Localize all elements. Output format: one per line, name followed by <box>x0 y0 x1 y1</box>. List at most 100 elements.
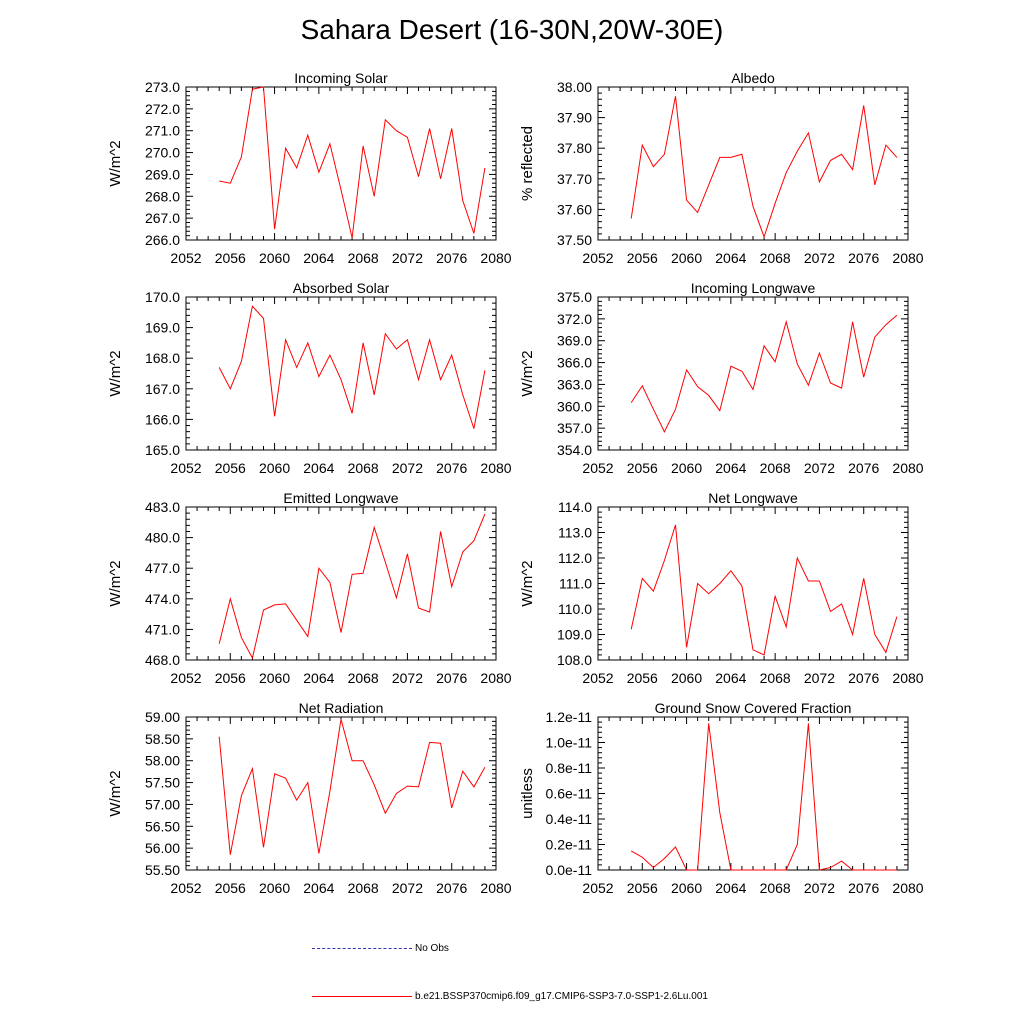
x-tick-label: 2060 <box>671 460 702 476</box>
series-line <box>218 305 486 429</box>
x-tick-label: 2068 <box>348 250 379 266</box>
y-tick-label: 37.60 <box>557 201 592 217</box>
x-tick-label: 2068 <box>348 880 379 896</box>
y-tick-label: 0.4e-11 <box>546 811 593 827</box>
y-tick-label: 468.0 <box>145 652 180 668</box>
y-tick-label: 59.00 <box>145 709 180 725</box>
y-tick-label: 169.0 <box>145 320 180 336</box>
x-tick-label: 2064 <box>303 250 334 266</box>
y-tick-label: 37.80 <box>557 140 592 156</box>
y-tick-label: 272.0 <box>145 101 180 117</box>
x-tick-label: 2052 <box>170 670 201 686</box>
x-tick-label: 2052 <box>170 250 201 266</box>
y-tick-label: 55.50 <box>145 862 180 878</box>
y-tick-label: 266.0 <box>145 232 180 248</box>
x-tick-label: 2060 <box>259 460 290 476</box>
y-tick-label: 474.0 <box>145 591 180 607</box>
x-tick-label: 2076 <box>848 460 879 476</box>
y-axis-label: W/m^2 <box>107 350 124 396</box>
series-line <box>630 314 898 433</box>
plot-frame <box>597 716 909 871</box>
panel-4: Emitted Longwave W/m^2 2052 2056 2060 2064 206… <box>107 490 512 686</box>
x-tick-label: 2080 <box>480 670 511 686</box>
y-tick-label: 37.90 <box>557 110 592 126</box>
x-tick-label: 2052 <box>582 880 613 896</box>
y-tick-label: 57.00 <box>145 796 180 812</box>
y-tick-label: 56.50 <box>145 818 180 834</box>
series-line <box>218 513 486 660</box>
y-tick-label: 363.0 <box>557 376 592 392</box>
plot-frame <box>597 86 909 241</box>
x-tick-label: 2064 <box>715 880 746 896</box>
x-tick-label: 2076 <box>436 880 467 896</box>
panel-2: Absorbed Solar W/m^2 2052 2056 2060 2064 2068 2… <box>107 280 512 476</box>
y-tick-label: 58.50 <box>145 731 180 747</box>
y-tick-label: 375.0 <box>557 289 592 305</box>
y-tick-label: 58.00 <box>145 753 180 769</box>
y-tick-label: 167.0 <box>145 381 180 397</box>
plot-frame <box>185 296 497 451</box>
y-tick-label: 1.2e-11 <box>546 709 593 725</box>
legend-obs-line <box>312 948 412 949</box>
x-tick-label: 2080 <box>892 670 923 686</box>
x-tick-label: 2072 <box>392 250 423 266</box>
x-tick-label: 2080 <box>892 250 923 266</box>
x-tick-label: 2080 <box>480 880 511 896</box>
y-tick-label: 0.8e-11 <box>546 760 593 776</box>
y-tick-label: 56.00 <box>145 840 180 856</box>
x-tick-label: 2076 <box>848 880 879 896</box>
y-axis-label: % reflected <box>519 126 536 201</box>
series-line <box>630 96 898 239</box>
x-tick-label: 2052 <box>170 460 201 476</box>
x-tick-label: 2056 <box>627 250 658 266</box>
y-tick-label: 360.0 <box>557 398 592 414</box>
y-axis-label: W/m^2 <box>107 140 124 186</box>
y-tick-label: 270.0 <box>145 145 180 161</box>
plot-frame <box>597 506 909 661</box>
x-tick-label: 2080 <box>480 460 511 476</box>
y-tick-label: 273.0 <box>145 79 180 95</box>
y-tick-label: 372.0 <box>557 311 592 327</box>
legend-model-line <box>312 996 412 997</box>
x-tick-label: 2060 <box>671 670 702 686</box>
x-tick-label: 2072 <box>392 880 423 896</box>
panel-5: Net Longwave W/m^2 2052 2056 2060 2064 2068 207… <box>519 490 924 686</box>
x-tick-label: 2072 <box>804 880 835 896</box>
y-tick-label: 113.0 <box>558 525 592 541</box>
panel-title: Albedo <box>731 70 775 86</box>
series-line <box>219 86 486 238</box>
x-tick-label: 2068 <box>760 880 791 896</box>
x-tick-label: 2080 <box>892 460 923 476</box>
y-tick-label: 37.50 <box>557 232 592 248</box>
y-tick-label: 357.0 <box>557 420 592 436</box>
series-line <box>218 719 486 855</box>
plot-frame <box>185 86 497 241</box>
series-line <box>630 723 897 871</box>
y-tick-label: 0.0e-11 <box>546 862 593 878</box>
x-tick-label: 2060 <box>259 250 290 266</box>
x-tick-label: 2056 <box>215 670 246 686</box>
x-tick-label: 2068 <box>760 250 791 266</box>
y-tick-label: 267.0 <box>145 210 180 226</box>
y-tick-label: 271.0 <box>145 123 180 139</box>
legend-model-label: b.e21.BSSP370cmip6.f09_g17.CMIP6-SSP3-7.… <box>415 991 708 1002</box>
y-tick-label: 165.0 <box>145 442 180 458</box>
x-tick-label: 2072 <box>804 670 835 686</box>
x-tick-label: 2080 <box>480 250 511 266</box>
legend-obs-label: No Obs <box>415 943 449 954</box>
x-tick-label: 2056 <box>215 460 246 476</box>
x-tick-label: 2064 <box>303 670 334 686</box>
y-tick-label: 166.0 <box>145 411 180 427</box>
x-tick-label: 2068 <box>348 460 379 476</box>
y-tick-label: 114.0 <box>558 499 592 515</box>
x-tick-label: 2072 <box>392 670 423 686</box>
y-tick-label: 168.0 <box>145 350 180 366</box>
x-tick-label: 2076 <box>848 250 879 266</box>
panel-1: Albedo % reflected 2052 2056 2060 2064 2068 207… <box>519 70 924 266</box>
panel-title: Incoming Longwave <box>691 280 816 296</box>
x-tick-label: 2072 <box>804 250 835 266</box>
y-axis-label: W/m^2 <box>107 770 124 816</box>
panel-6: Net Radiation W/m^2 2052 2056 2060 2064 2068 20… <box>107 700 512 896</box>
panel-0: Incoming Solar W/m^2 2052 2056 2060 2064 2068 2… <box>107 70 512 266</box>
